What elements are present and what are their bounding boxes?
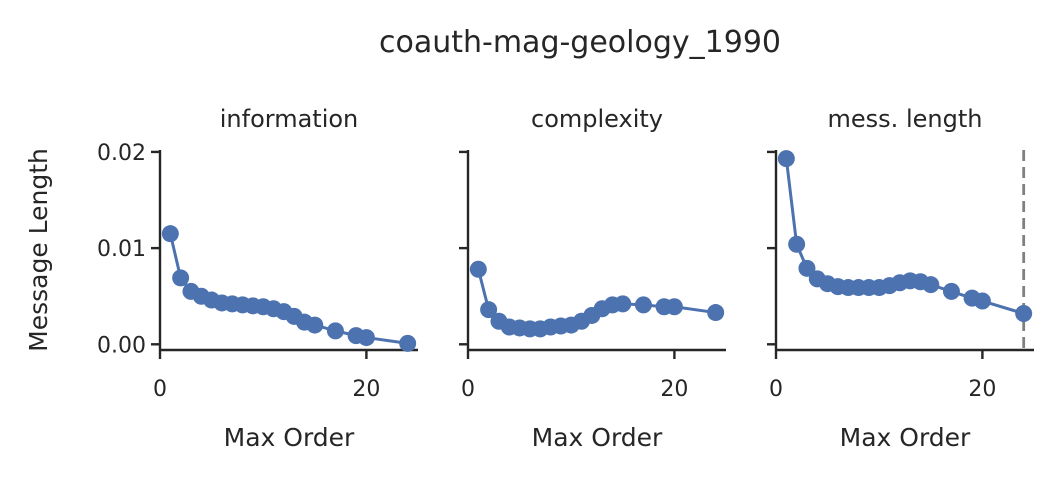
data-point bbox=[707, 304, 725, 322]
data-point bbox=[777, 150, 795, 168]
x-tick-label: 20 bbox=[968, 377, 996, 402]
y-tick-label: 0.01 bbox=[97, 237, 146, 262]
series-line bbox=[168, 233, 408, 345]
data-point bbox=[357, 329, 375, 347]
x-tick-label: 20 bbox=[352, 377, 380, 402]
data-point bbox=[326, 322, 344, 340]
x-tick-label: 0 bbox=[153, 377, 167, 402]
series-line bbox=[784, 158, 1025, 315]
data-point bbox=[942, 282, 960, 300]
x-axis-label: Max Order bbox=[532, 423, 663, 452]
y-axis-label: Message Length bbox=[24, 148, 53, 352]
x-tick-label: 0 bbox=[461, 377, 475, 402]
panel-1: information 0.00 0.01 0.02 0 20 Max Order bbox=[97, 105, 418, 452]
data-point bbox=[469, 260, 487, 278]
data-point bbox=[480, 301, 498, 319]
data-point bbox=[973, 292, 991, 310]
x-tick-label: 0 bbox=[769, 377, 783, 402]
x-axis-label: Max Order bbox=[840, 423, 971, 452]
data-point bbox=[922, 276, 940, 294]
panel-2: complexity 0 20 Max Order bbox=[459, 105, 726, 452]
y-tick-label: 0.00 bbox=[97, 333, 146, 358]
data-point bbox=[614, 295, 632, 313]
data-point bbox=[172, 269, 190, 287]
data-point bbox=[306, 316, 324, 334]
y-tick-label: 0.02 bbox=[97, 141, 146, 166]
panel-title: mess. length bbox=[828, 105, 983, 133]
panel-title: complexity bbox=[531, 105, 663, 133]
data-point bbox=[788, 235, 806, 253]
data-point bbox=[665, 298, 683, 316]
x-tick-label: 20 bbox=[660, 377, 688, 402]
data-point bbox=[634, 296, 652, 314]
data-point bbox=[161, 225, 179, 243]
data-point bbox=[1015, 305, 1033, 323]
data-point bbox=[798, 259, 816, 277]
data-point bbox=[399, 334, 417, 352]
x-axis-label: Max Order bbox=[224, 423, 355, 452]
panel-title: information bbox=[220, 105, 359, 133]
panel-3: mess. length 0 20 Max Order bbox=[767, 105, 1034, 452]
figure-title: coauth-mag-geology_1990 bbox=[379, 25, 781, 60]
